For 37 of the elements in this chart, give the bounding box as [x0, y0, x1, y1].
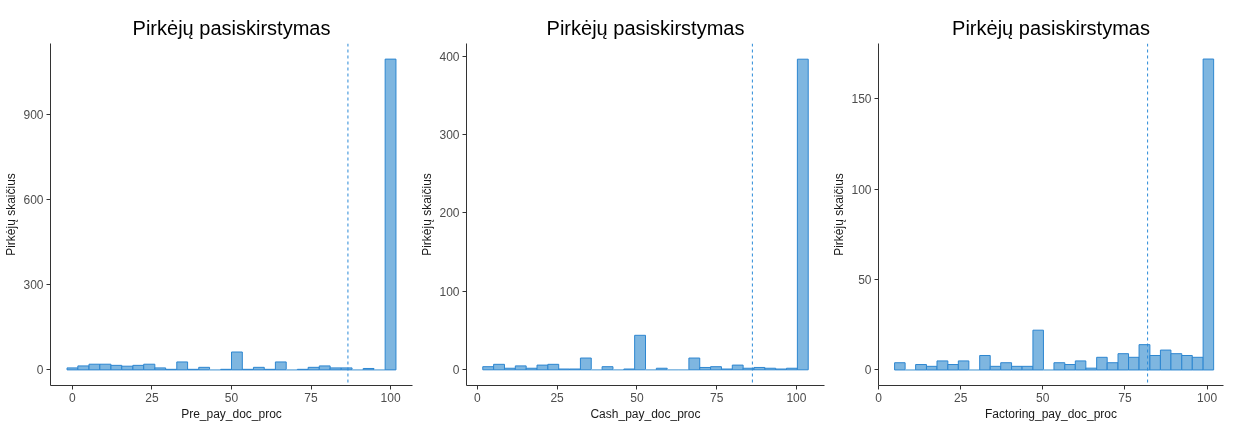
- x-tick-label: 100: [1197, 390, 1218, 405]
- y-axis-title: Pirkėjų skaičius: [4, 173, 19, 256]
- chart-title: Pirkėjų pasiskirstymas: [952, 16, 1150, 39]
- x-tick-label: 0: [875, 390, 883, 405]
- x-axis-title: Pre_pay_doc_proc: [181, 406, 282, 421]
- x-tick-label: 100: [380, 390, 401, 405]
- x-tick-label: 75: [304, 390, 319, 405]
- y-axis-title: Pirkėjų skaičius: [420, 173, 435, 256]
- x-axis-title: Cash_pay_doc_proc: [590, 406, 701, 421]
- y-tick-label: 200: [439, 206, 460, 221]
- y-tick-label: 0: [452, 363, 460, 378]
- y-axis-title: Pirkėjų skaičius: [832, 173, 847, 256]
- y-tick-label: 900: [23, 107, 44, 122]
- y-tick-label: 100: [439, 284, 460, 299]
- y-tick-label: 0: [864, 363, 872, 378]
- y-tick-label: 300: [439, 127, 460, 142]
- x-axis-title: Factoring_pay_doc_proc: [984, 406, 1118, 421]
- x-tick-label: 100: [786, 390, 807, 405]
- x-tick-label: 25: [550, 390, 565, 405]
- y-tick-label: 600: [23, 193, 44, 208]
- chart-title: Pirkėjų pasiskirstymas: [546, 16, 745, 39]
- y-tick-label: 150: [851, 92, 872, 107]
- x-tick-label: 25: [953, 390, 968, 405]
- x-tick-label: 0: [69, 390, 77, 405]
- x-tick-label: 0: [474, 390, 482, 405]
- y-tick-label: 0: [36, 363, 44, 378]
- x-tick-label: 75: [709, 390, 724, 405]
- chart-title: Pirkėjų pasiskirstymas: [132, 16, 331, 39]
- y-tick-label: 100: [851, 182, 872, 197]
- x-tick-label: 50: [630, 390, 644, 405]
- y-tick-label: 400: [439, 49, 460, 64]
- x-tick-label: 50: [1036, 390, 1050, 405]
- y-tick-label: 300: [23, 278, 44, 293]
- x-tick-label: 75: [1118, 390, 1132, 405]
- x-tick-label: 25: [145, 390, 159, 405]
- y-tick-label: 50: [858, 273, 872, 288]
- x-tick-label: 50: [224, 390, 239, 405]
